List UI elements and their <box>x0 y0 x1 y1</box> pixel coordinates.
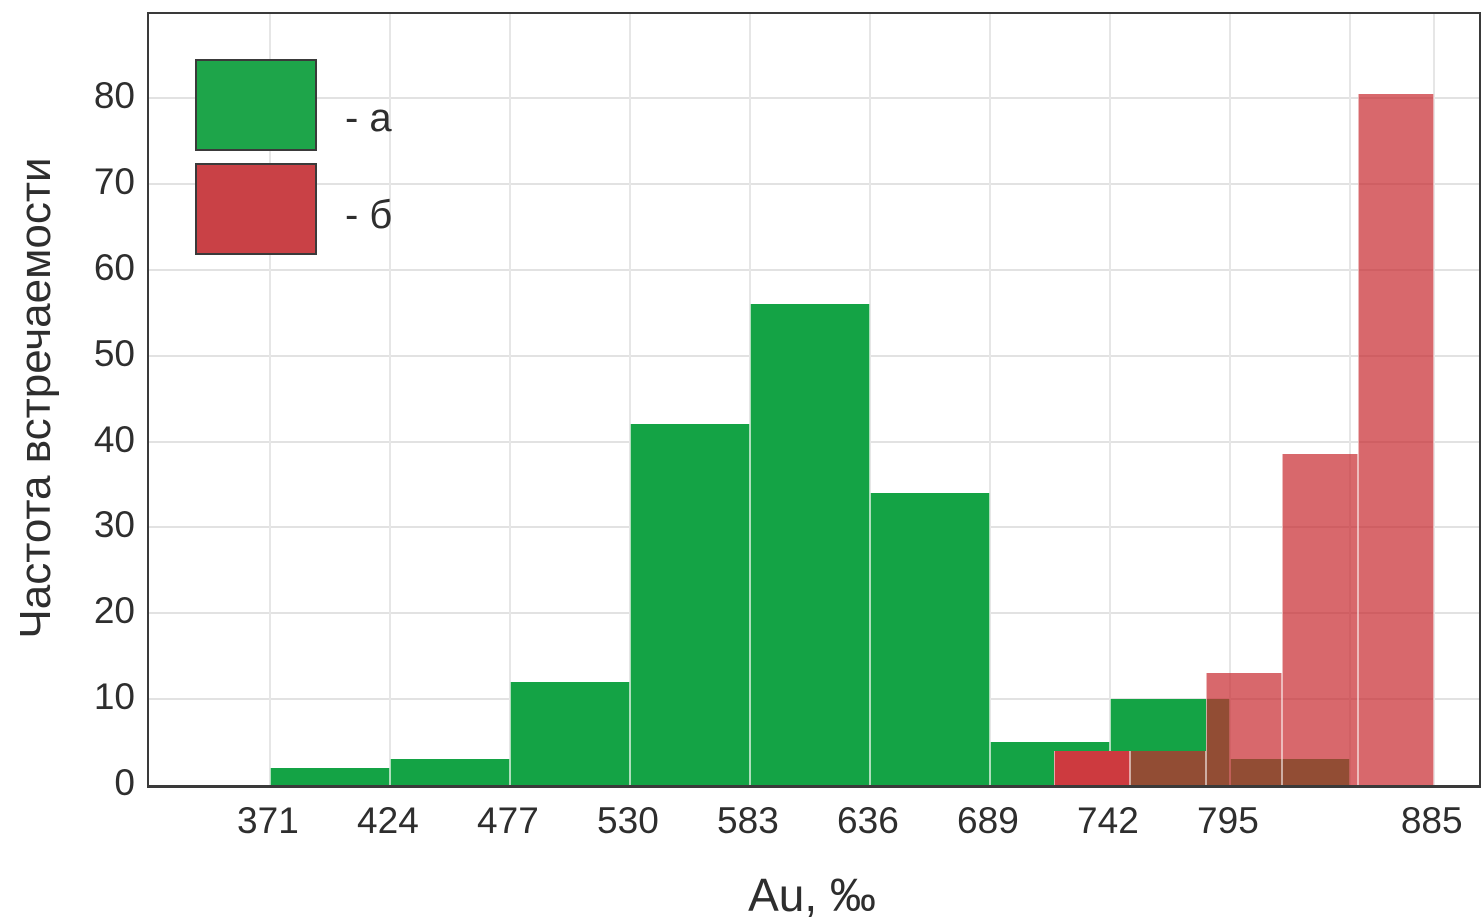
x-tick-label-885: 885 <box>1400 800 1463 841</box>
bar-a-371 <box>269 767 390 785</box>
y-tick-label-50: 50 <box>93 332 135 374</box>
bar-a-530 <box>629 424 750 785</box>
x-tick-label-530: 530 <box>597 800 659 841</box>
v-gridline-636 <box>868 14 871 785</box>
v-gridline-885 <box>1432 14 1435 785</box>
y-tick-label-20: 20 <box>93 590 135 632</box>
v-gridline-530 <box>628 14 631 785</box>
h-gridline-60 <box>149 268 1479 271</box>
bar-a-477 <box>509 681 630 785</box>
y-tick-label-80: 80 <box>93 75 135 117</box>
v-gridline-477 <box>508 14 511 785</box>
v-gridline-848 <box>1348 14 1351 785</box>
bar-b-717.5 <box>1054 750 1131 785</box>
bar-b-851.5 <box>1357 93 1434 785</box>
y-tick-label-0: 0 <box>114 762 135 803</box>
bar-b-751 <box>1130 750 1207 785</box>
x-tick-label-689: 689 <box>957 800 1019 841</box>
legend-label-b: - б <box>345 193 393 237</box>
x-tick-label-477: 477 <box>477 800 539 841</box>
legend-swatch-a <box>195 59 317 151</box>
legend-swatch-b <box>195 163 317 255</box>
h-gridline-80 <box>149 97 1479 100</box>
y-tick-label-40: 40 <box>93 418 135 460</box>
x-tick-label-424: 424 <box>357 800 419 841</box>
legend-label-a: - а <box>345 96 392 140</box>
v-gridline-371 <box>268 14 271 785</box>
plot-area: - а - б <box>147 12 1481 788</box>
x-tick-label-583: 583 <box>717 800 779 841</box>
x-tick-label-636: 636 <box>837 800 899 841</box>
x-tick-label-795: 795 <box>1197 800 1259 841</box>
bar-b-818 <box>1282 454 1358 785</box>
bar-b-784.5 <box>1206 673 1282 785</box>
x-tick-label-371: 371 <box>237 800 299 841</box>
x-tick-label-742: 742 <box>1077 800 1139 841</box>
bar-a-583 <box>749 304 870 785</box>
v-gridline-795 <box>1228 14 1231 785</box>
v-gridline-689 <box>988 14 991 785</box>
bar-a-636 <box>869 493 990 785</box>
y-tick-label-70: 70 <box>93 160 135 202</box>
y-tick-label-30: 30 <box>93 504 135 546</box>
h-gridline-70 <box>149 182 1479 185</box>
y-tick-label-10: 10 <box>93 676 135 718</box>
v-gridline-742 <box>1108 14 1111 785</box>
bar-a-424 <box>389 759 510 785</box>
v-gridline-424 <box>388 14 391 785</box>
x-axis-title: Au, ‰ <box>748 869 876 921</box>
y-tick-label-60: 60 <box>93 246 135 288</box>
